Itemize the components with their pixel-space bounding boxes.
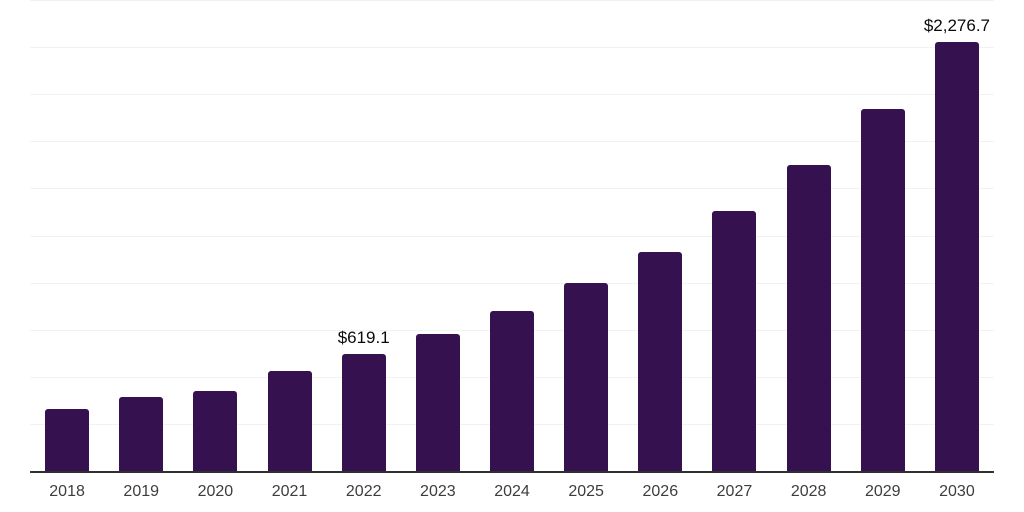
bar-2019 [119, 396, 164, 471]
x-tick-2024: 2024 [494, 483, 530, 500]
x-tick-2027: 2027 [716, 483, 753, 500]
bar-2027 [712, 210, 757, 471]
x-tick-2021: 2021 [271, 483, 308, 500]
bar-2029 [860, 108, 905, 471]
bar-2018 [45, 408, 90, 471]
bar-2025 [564, 282, 609, 471]
gridline [30, 282, 994, 284]
bar-2021 [267, 371, 312, 471]
bar-2026 [638, 251, 683, 471]
bar-2030 [934, 42, 979, 471]
bar-2023 [415, 334, 460, 471]
x-tick-2022: 2022 [345, 483, 382, 500]
x-tick-2020: 2020 [197, 483, 234, 500]
gridline [30, 141, 994, 143]
x-tick-2018: 2018 [49, 483, 85, 500]
gridline [30, 0, 994, 1]
plot-area: $619.1 $2,276.7 [30, 0, 994, 473]
x-tick-2028: 2028 [790, 483, 827, 500]
x-tick-2029: 2029 [864, 483, 901, 500]
gridline [30, 188, 994, 190]
x-tick-2023: 2023 [420, 483, 456, 500]
x-axis: 2018 2019 2020 2021 2022 2023 2024 2025 2026 2027… [30, 480, 994, 504]
x-tick-2025: 2025 [568, 483, 604, 500]
gridline [30, 94, 994, 96]
bar-2024 [490, 310, 534, 471]
x-tick-2026: 2026 [642, 483, 679, 500]
data-label-2030: $2,276.7 [923, 16, 991, 36]
data-label-2022: $619.1 [337, 328, 390, 348]
bar-2028 [786, 164, 831, 471]
bar-2022 [341, 354, 386, 471]
bar-2020 [193, 391, 238, 471]
x-tick-2019: 2019 [123, 483, 160, 500]
gridline [30, 235, 994, 237]
x-tick-2030: 2030 [939, 483, 975, 500]
gridline [30, 47, 994, 49]
